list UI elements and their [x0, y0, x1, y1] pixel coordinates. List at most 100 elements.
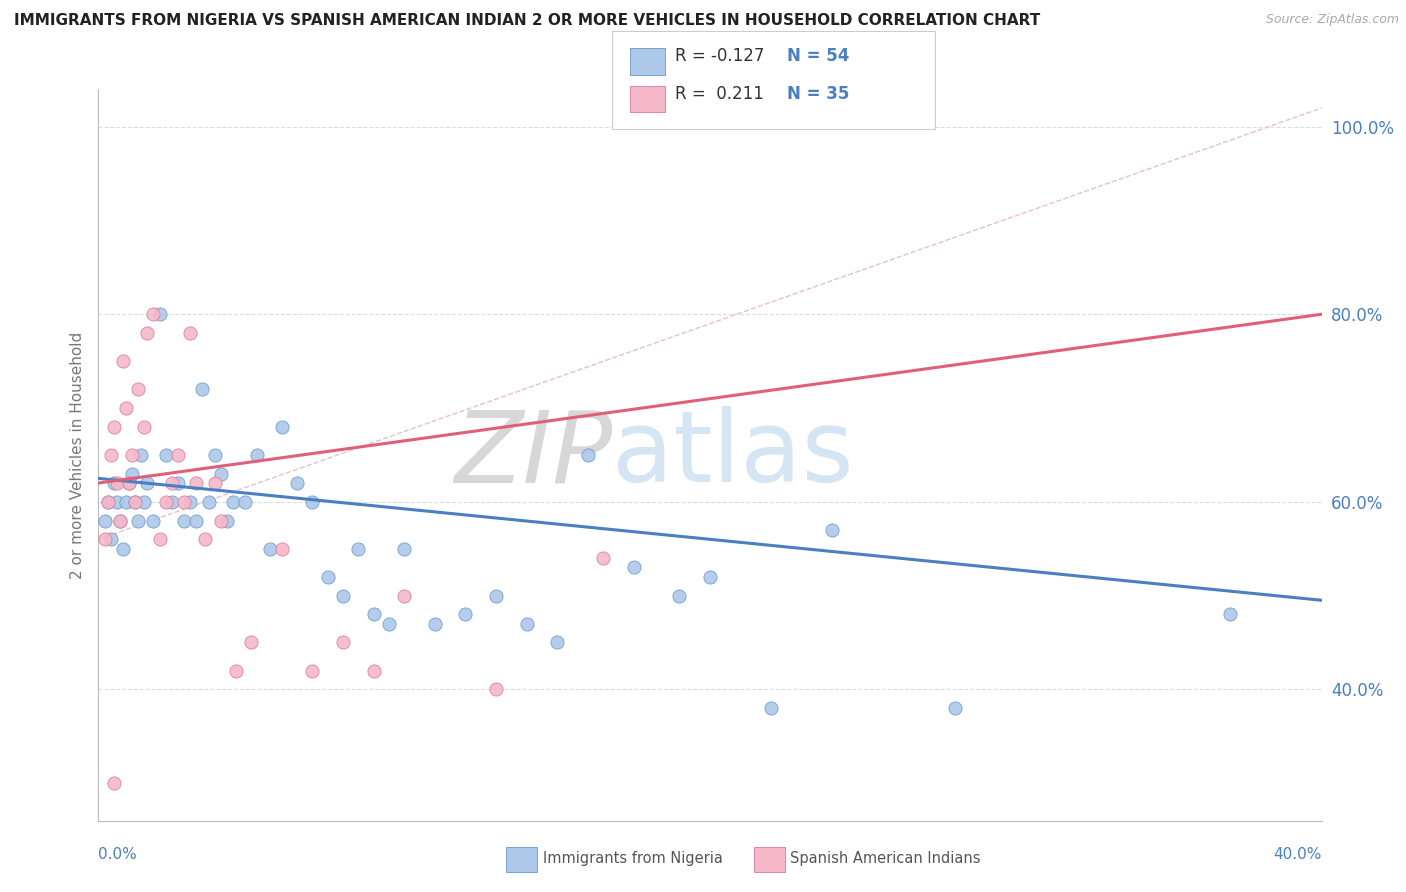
Point — [186, 514, 208, 528]
Point — [179, 326, 201, 340]
Point — [623, 560, 645, 574]
Point — [105, 495, 128, 509]
Point — [167, 476, 190, 491]
Text: Immigrants from Nigeria: Immigrants from Nigeria — [543, 852, 723, 866]
Point — [121, 467, 143, 481]
Point — [155, 495, 177, 509]
Point — [516, 616, 538, 631]
Point — [485, 682, 508, 697]
Text: N = 54: N = 54 — [787, 47, 849, 65]
Point — [118, 476, 141, 491]
Point — [392, 589, 416, 603]
Point — [485, 589, 508, 603]
Text: ZIP: ZIP — [454, 407, 612, 503]
Point — [108, 514, 131, 528]
Point — [204, 448, 226, 462]
Point — [103, 776, 125, 790]
Point — [167, 448, 190, 462]
Point — [821, 523, 844, 537]
Point — [93, 514, 115, 528]
Point — [173, 495, 195, 509]
Point — [93, 533, 115, 547]
Point — [149, 533, 172, 547]
Point — [270, 541, 292, 556]
Point — [103, 476, 125, 491]
Y-axis label: 2 or more Vehicles in Household: 2 or more Vehicles in Household — [69, 331, 84, 579]
Point — [259, 541, 281, 556]
Text: 40.0%: 40.0% — [1274, 847, 1322, 862]
Point — [105, 476, 128, 491]
Point — [194, 533, 217, 547]
Point — [1219, 607, 1241, 622]
Text: IMMIGRANTS FROM NIGERIA VS SPANISH AMERICAN INDIAN 2 OR MORE VEHICLES IN HOUSEHO: IMMIGRANTS FROM NIGERIA VS SPANISH AMERI… — [14, 13, 1040, 29]
Point — [215, 514, 238, 528]
Point — [546, 635, 568, 649]
Point — [668, 589, 690, 603]
Point — [124, 495, 146, 509]
Point — [222, 495, 245, 509]
Point — [155, 448, 177, 462]
Point — [347, 541, 370, 556]
Point — [246, 448, 269, 462]
Point — [179, 495, 201, 509]
Point — [136, 326, 159, 340]
Point — [108, 514, 131, 528]
Point — [209, 467, 232, 481]
Text: atlas: atlas — [612, 407, 853, 503]
Text: R =  0.211: R = 0.211 — [675, 85, 763, 103]
Point — [240, 635, 263, 649]
Point — [204, 476, 226, 491]
Point — [100, 533, 122, 547]
Point — [197, 495, 219, 509]
Point — [225, 664, 247, 678]
Text: Spanish American Indians: Spanish American Indians — [790, 852, 980, 866]
Point — [136, 476, 159, 491]
Point — [160, 495, 183, 509]
Point — [423, 616, 446, 631]
Point — [186, 476, 208, 491]
Point — [378, 616, 401, 631]
Point — [97, 495, 120, 509]
Point — [111, 541, 134, 556]
Text: Source: ZipAtlas.com: Source: ZipAtlas.com — [1265, 13, 1399, 27]
Point — [149, 307, 172, 321]
Point — [115, 495, 138, 509]
Point — [191, 382, 214, 396]
Point — [115, 401, 138, 415]
Point — [699, 570, 721, 584]
Text: R = -0.127: R = -0.127 — [675, 47, 765, 65]
Point — [285, 476, 308, 491]
Point — [943, 701, 966, 715]
Point — [124, 495, 146, 509]
Point — [173, 514, 195, 528]
Point — [134, 495, 156, 509]
Point — [129, 448, 152, 462]
Text: N = 35: N = 35 — [787, 85, 849, 103]
Point — [233, 495, 256, 509]
Point — [316, 570, 339, 584]
Point — [363, 607, 385, 622]
Point — [121, 448, 143, 462]
Point — [592, 551, 614, 566]
Point — [209, 514, 232, 528]
Point — [270, 419, 292, 434]
Point — [363, 664, 385, 678]
Point — [392, 541, 416, 556]
Point — [576, 448, 599, 462]
Point — [111, 354, 134, 368]
Point — [103, 419, 125, 434]
Point — [127, 382, 149, 396]
Point — [134, 419, 156, 434]
Point — [142, 514, 165, 528]
Point — [160, 476, 183, 491]
Point — [127, 514, 149, 528]
Point — [454, 607, 477, 622]
Point — [142, 307, 165, 321]
Point — [759, 701, 782, 715]
Point — [301, 664, 323, 678]
Point — [301, 495, 323, 509]
Point — [118, 476, 141, 491]
Point — [332, 589, 354, 603]
Point — [97, 495, 120, 509]
Text: 0.0%: 0.0% — [98, 847, 138, 862]
